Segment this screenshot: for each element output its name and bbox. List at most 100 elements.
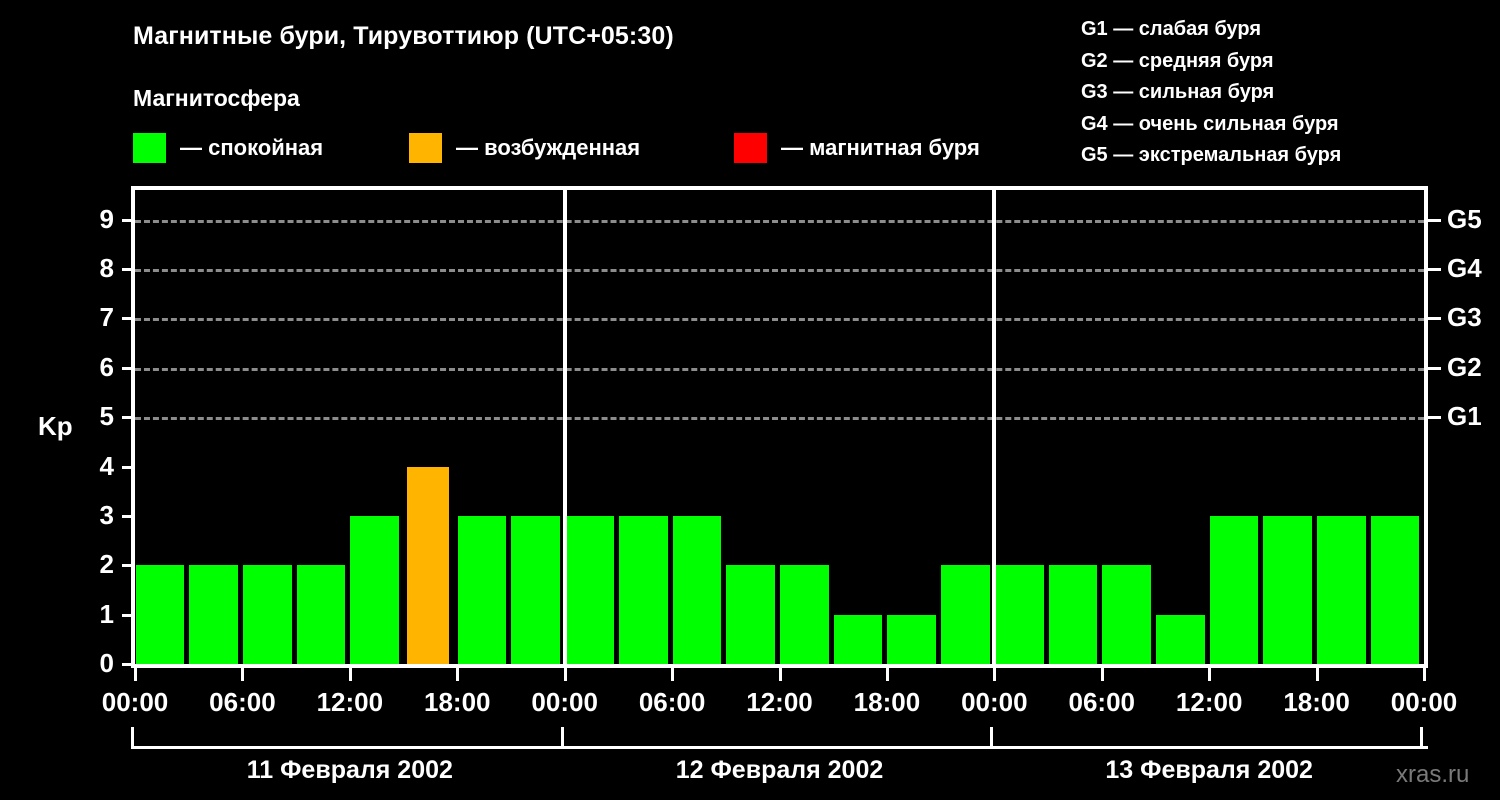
x-tick-7	[885, 668, 889, 681]
magnetosphere-heading: Магнитосфера	[133, 85, 300, 111]
x-axis-label-0: 00:00	[101, 687, 169, 717]
g-scale-item-g1: G1 — слабая буря	[1081, 18, 1262, 40]
legend-item-unsettled: — возбужденная	[409, 133, 734, 163]
x-axis-label-1: 06:00	[209, 687, 276, 717]
y-tick-6	[122, 366, 135, 370]
bar-kp	[1209, 515, 1259, 664]
y-axis-label-6: 6	[99, 351, 114, 382]
y-axis-label-7: 7	[99, 302, 114, 333]
y-axis-title: Kp	[38, 411, 73, 441]
y-tick-8	[122, 268, 135, 271]
y-axis-label-5: 5	[99, 401, 114, 432]
bar-kp	[1370, 515, 1420, 664]
bar-kp	[407, 466, 449, 664]
x-tick-6	[778, 668, 782, 681]
page-title: Магнитные бури, Тирувоттиюр (UTC+05:30)	[133, 22, 674, 50]
y-right-tick-G3	[1428, 317, 1441, 321]
y-axis-label-0: 0	[99, 648, 114, 678]
bar-kp	[296, 565, 346, 664]
bar-kp	[457, 515, 507, 664]
y-tick-5	[122, 416, 135, 420]
plot-canvas	[135, 190, 1424, 664]
y-axis-label-9: 9	[99, 203, 114, 234]
bar-kp	[1155, 614, 1205, 664]
day-divider-2	[992, 190, 997, 664]
bar-kp	[726, 565, 775, 664]
watermark: xras.ru	[1396, 761, 1470, 788]
bar-kp	[189, 565, 238, 664]
bar-kp	[350, 515, 400, 664]
x-tick-2	[348, 668, 352, 681]
bar-kp	[135, 565, 185, 664]
bar-kp	[1048, 565, 1098, 664]
date-label-1: 11 Февраля 2002	[246, 756, 453, 784]
y-tick-7	[122, 317, 135, 321]
x-axis-label-6: 12:00	[746, 687, 813, 717]
gridline-kp-7	[135, 318, 1424, 322]
bar-kp	[672, 515, 722, 664]
y-axis-right-label-G3: G3	[1447, 302, 1482, 333]
x-tick-4	[563, 668, 567, 681]
y-axis-label-3: 3	[99, 499, 114, 530]
date-bracket-tick-1	[560, 727, 564, 746]
magnetosphere-legend: — спокойная — возбужденная — магнитная б…	[133, 133, 980, 163]
x-axis-label-9: 06:00	[1068, 687, 1136, 717]
date-label-3: 13 Февраля 2002	[1105, 756, 1313, 784]
legend-swatch-storm-icon	[734, 133, 767, 163]
bar-kp	[1263, 515, 1313, 664]
x-axis-label-8: 00:00	[961, 687, 1028, 717]
g-scale-item-g3: G3 — сильная буря	[1081, 81, 1275, 103]
x-tick-5	[671, 668, 675, 681]
date-bracket-tick-0	[131, 727, 134, 746]
gridline-kp-5	[135, 417, 1424, 421]
date-bracket-tick-2	[990, 727, 994, 746]
x-axis-label-10: 12:00	[1175, 687, 1243, 717]
x-tick-9	[1100, 668, 1104, 681]
x-axis-label-3: 18:00	[424, 687, 491, 717]
y-axis-label-4: 4	[99, 450, 114, 481]
bar-kp	[833, 614, 883, 664]
bar-kp	[887, 614, 937, 664]
g-scale-item-g4: G4 — очень сильная буря	[1081, 112, 1339, 135]
y-axis-label-8: 8	[99, 253, 114, 283]
gridline-kp-6	[135, 367, 1424, 371]
y-axis-right-label-G1: G1	[1447, 401, 1482, 432]
y-tick-4	[122, 465, 135, 469]
legend-label-storm: — магнитная буря	[781, 135, 980, 160]
x-axis-label-12: 00:00	[1390, 687, 1458, 717]
x-tick-3	[456, 668, 460, 681]
g-scale-item-g2: G2 — средняя буря	[1081, 49, 1274, 72]
x-tick-11	[1315, 668, 1319, 681]
y-tick-2	[122, 564, 135, 568]
bar-kp	[511, 515, 561, 664]
x-axis-label-11: 18:00	[1283, 687, 1350, 717]
x-axis-label-2: 12:00	[316, 687, 384, 717]
bar-kp	[1317, 515, 1366, 664]
x-axis-label-4: 00:00	[531, 687, 598, 717]
date-bracket	[131, 746, 1428, 749]
gridline-kp-8	[135, 269, 1424, 272]
y-axis-right-label-G5: G5	[1447, 203, 1482, 234]
legend-swatch-unsettled-icon	[409, 133, 442, 163]
bar-kp	[780, 565, 829, 664]
bar-kp	[242, 565, 292, 664]
date-bracket-tick-3	[1420, 727, 1423, 746]
y-right-tick-G2	[1428, 366, 1441, 370]
gridline-kp-9	[135, 219, 1424, 223]
bar-kp	[1102, 565, 1151, 664]
legend-label-unsettled: — возбужденная	[456, 135, 641, 160]
legend-label-quiet: — спокойная	[180, 135, 324, 160]
g-scale-legend: G1 — слабая буря G2 — средняя буря G3 — …	[1081, 14, 1341, 172]
g-scale-item-g5: G5 — экстремальная буря	[1081, 144, 1342, 166]
x-axis-label-7: 18:00	[853, 687, 921, 717]
legend-item-storm: — магнитная буря	[734, 133, 980, 163]
x-axis-label-5: 06:00	[638, 687, 706, 717]
day-divider-1	[562, 190, 567, 664]
x-tick-12	[1423, 668, 1426, 681]
y-right-tick-G1	[1428, 416, 1441, 420]
y-right-tick-G4	[1428, 268, 1441, 271]
bar-kp	[941, 565, 990, 664]
date-label-2: 12 Февраля 2002	[675, 756, 884, 784]
x-tick-8	[993, 668, 997, 681]
y-tick-3	[122, 514, 135, 518]
